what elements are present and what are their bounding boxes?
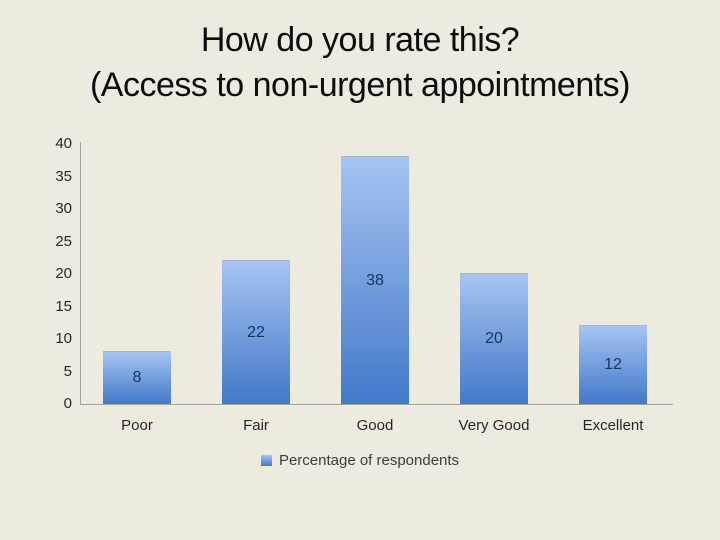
y-tick-label-30: 30 <box>55 200 72 217</box>
y-tick-label-5: 5 <box>63 362 72 380</box>
y-tick-label-40: 40 <box>55 135 72 152</box>
legend-series-label: Percentage of respondents <box>278 452 460 469</box>
title-line-1: How do you rate this? <box>200 21 520 59</box>
y-tick-label-20: 20 <box>55 265 72 282</box>
x-category-label-excellent: Excellent <box>582 417 644 434</box>
bar-poor: 8 <box>103 351 171 404</box>
bar-good: 38 <box>341 156 409 404</box>
y-tick-label-15: 15 <box>55 297 72 315</box>
bar-value-label-very-good: 20 <box>485 330 503 347</box>
x-category-label-poor: Poor <box>121 417 153 434</box>
x-axis-line <box>80 404 673 405</box>
chart-legend: Percentage of respondents <box>0 452 720 469</box>
bar-excellent: 12 <box>579 325 647 404</box>
y-axis-line <box>80 142 81 405</box>
legend-swatch-icon <box>260 455 272 466</box>
x-category-label-good: Good <box>356 417 394 434</box>
y-tick-label-10: 10 <box>55 330 72 347</box>
y-tick-label-35: 35 <box>55 167 72 185</box>
y-tick-label-25: 25 <box>55 232 72 250</box>
x-category-label-fair: Fair <box>243 417 269 434</box>
bar-value-label-good: 38 <box>366 271 384 289</box>
bar-fair: 22 <box>222 260 290 404</box>
bar-very-good: 20 <box>460 273 528 404</box>
bar-value-label-fair: 22 <box>247 323 265 341</box>
bar-value-label-excellent: 12 <box>604 356 622 373</box>
title-line-2: (Access to non-urgent appointments) <box>89 66 631 104</box>
x-category-label-very-good: Very Good <box>458 417 530 434</box>
slide-title: How do you rate this? (Access to non-urg… <box>0 18 720 108</box>
y-tick-label-0: 0 <box>63 395 72 412</box>
bar-value-label-poor: 8 <box>132 369 142 386</box>
